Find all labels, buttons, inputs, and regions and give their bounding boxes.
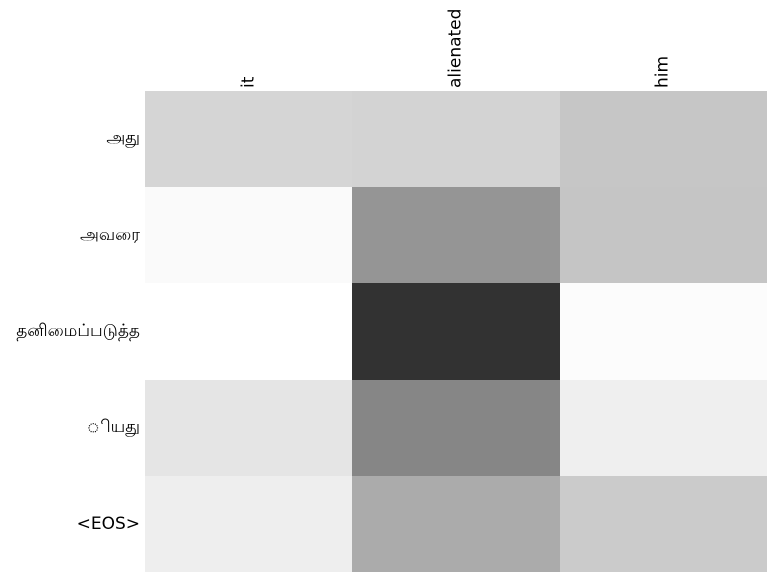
heatmap-cell-r2-c0	[145, 283, 353, 380]
heatmap-cell-r0-c0	[145, 91, 353, 188]
row-label-1: அவரை	[79, 225, 140, 245]
heatmap-cell-r4-c0	[145, 475, 353, 572]
heatmap-cell-r2-c1	[352, 283, 560, 380]
heatmap-cell-r0-c2	[559, 91, 767, 188]
heatmap-cell-r1-c1	[352, 187, 560, 284]
heatmap-cell-r2-c2	[559, 283, 767, 380]
heatmap-cell-r3-c1	[352, 379, 560, 476]
row-label-4: <EOS>	[76, 514, 140, 534]
row-label-3: ியது	[86, 417, 140, 437]
heatmap-cell-r3-c0	[145, 379, 353, 476]
row-label-2: தனிமைப்படுத்த	[16, 321, 140, 341]
column-label-it: it	[238, 76, 259, 88]
column-label-alienated: alienated	[445, 8, 466, 88]
row-label-0: அது	[106, 128, 140, 148]
heatmap-grid	[145, 91, 767, 572]
column-label-him: him	[652, 55, 673, 88]
heatmap-cell-r1-c2	[559, 187, 767, 284]
heatmap-cell-r4-c2	[559, 475, 767, 572]
heatmap-cell-r1-c0	[145, 187, 353, 284]
heatmap-cell-r4-c1	[352, 475, 560, 572]
heatmap-cell-r0-c1	[352, 91, 560, 188]
heatmap-cell-r3-c2	[559, 379, 767, 476]
